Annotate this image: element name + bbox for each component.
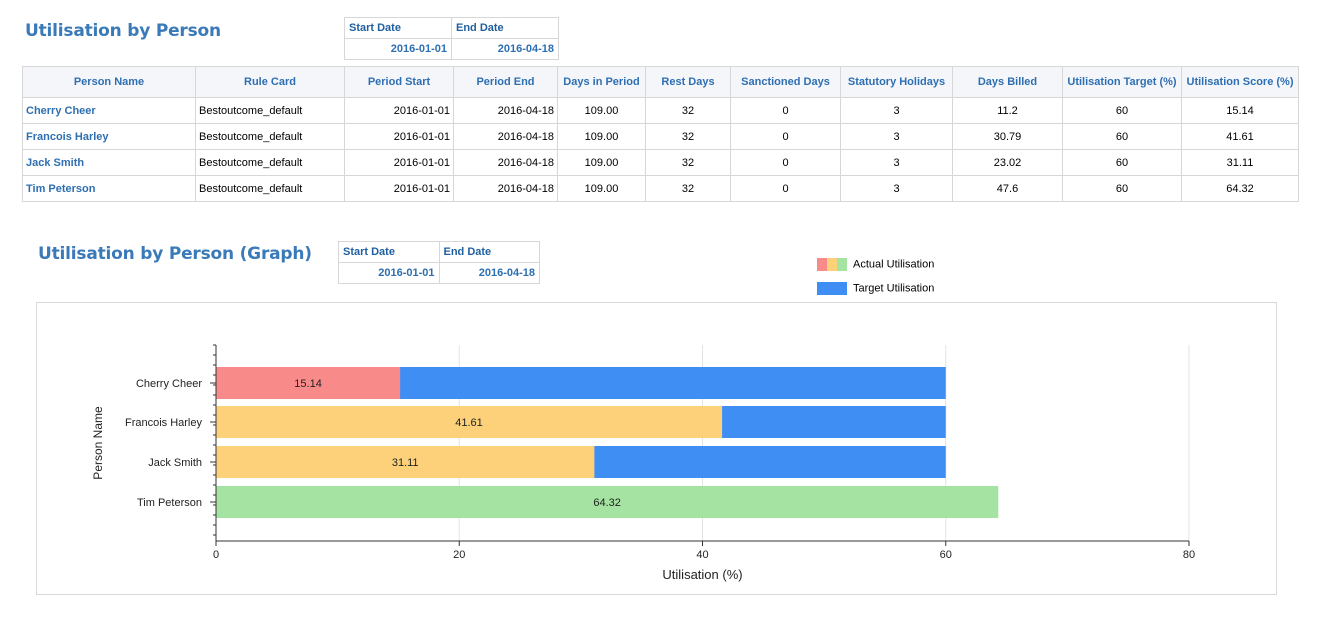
graph-date-range: Start Date End Date 2016-01-01 2016-04-1… [338, 241, 540, 284]
column-header: Utilisation Score (%) [1181, 66, 1299, 98]
table-cell: 64.32 [1181, 175, 1299, 202]
chart-frame [36, 302, 1277, 595]
table-cell: 109.00 [557, 123, 646, 150]
graph-end-date-value: 2016-04-18 [438, 262, 540, 284]
end-date-value: 2016-04-18 [451, 38, 559, 60]
x-tick-label: 0 [213, 549, 219, 561]
actual-bar [216, 367, 401, 399]
table-cell: 30.79 [952, 123, 1063, 150]
table-row: Jack Smith Bestoutcome_default 2016-01-01 2… [22, 149, 1299, 176]
table-cell: Bestoutcome_default [195, 175, 345, 202]
column-header: Sanctioned Days [730, 66, 841, 98]
table-cell: 2016-04-18 [453, 175, 558, 202]
actual-bar [216, 446, 595, 478]
column-header: Statutory Holidays [840, 66, 953, 98]
column-header: Period End [453, 66, 558, 98]
actual-bar [216, 406, 723, 438]
bar-data-label: 31.11 [392, 457, 419, 469]
column-header: Person Name [22, 66, 196, 98]
table-cell: 2016-01-01 [344, 149, 454, 176]
actual-bar [216, 486, 999, 518]
column-header: Period Start [344, 66, 454, 98]
table-cell: 2016-04-18 [453, 123, 558, 150]
table-cell: 3 [840, 123, 953, 150]
start-date-value: 2016-01-01 [344, 38, 452, 60]
table-row: Tim Peterson Bestoutcome_default 2016-01-0… [22, 175, 1299, 202]
table-row: Francois Harley Bestoutcome_default 2016-0… [22, 123, 1299, 150]
column-header: Days Billed [952, 66, 1063, 98]
end-date-label: End Date [451, 17, 559, 39]
graph-start-date-value: 2016-01-01 [338, 262, 440, 284]
table-header-row: Person Name Rule Card Period Start Period E… [22, 66, 1299, 98]
x-tick-label: 60 [940, 549, 952, 561]
bar-data-label: 64.32 [593, 497, 621, 509]
graph-end-date-label: End Date [438, 241, 540, 263]
table-section-title: Utilisation by Person [25, 21, 221, 41]
table-cell: 32 [645, 97, 731, 124]
bar-data-label: 41.61 [455, 417, 483, 429]
column-header: Rule Card [195, 66, 345, 98]
table-cell: Bestoutcome_default [195, 149, 345, 176]
table-cell: Bestoutcome_default [195, 97, 345, 124]
table-cell: 3 [840, 175, 953, 202]
y-tick-label: Cherry Cheer [136, 378, 202, 390]
legend-actual-swatch [817, 258, 847, 271]
utilisation-table: Person Name Rule Card Period Start Period E… [22, 66, 1299, 202]
legend-target-label: Target Utilisation [853, 282, 935, 295]
table-date-range: Start Date End Date 2016-01-01 2016-04-1… [344, 17, 559, 60]
table-cell: 47.6 [952, 175, 1063, 202]
table-cell: 109.00 [557, 175, 646, 202]
table-cell: 109.00 [557, 97, 646, 124]
x-tick-label: 40 [696, 549, 708, 561]
legend-target: Target Utilisation [817, 282, 934, 295]
y-tick-label: Francois Harley [125, 417, 203, 429]
y-axis-title: Person Name [91, 406, 105, 480]
table-cell: 32 [645, 175, 731, 202]
table-cell: 60 [1062, 149, 1182, 176]
table-cell: 0 [730, 149, 841, 176]
column-header: Utilisation Target (%) [1062, 66, 1182, 98]
graph-start-date-label: Start Date [338, 241, 440, 263]
y-tick-label: Jack Smith [148, 457, 202, 469]
person-name-link[interactable]: Tim Peterson [22, 175, 196, 202]
table-cell: 60 [1062, 123, 1182, 150]
legend-actual: Actual Utilisation [817, 258, 934, 271]
table-cell: 0 [730, 97, 841, 124]
table-cell: 0 [730, 123, 841, 150]
x-axis-title: Utilisation (%) [662, 567, 742, 582]
legend-target-swatch [817, 282, 847, 295]
graph-section-title: Utilisation by Person (Graph) [38, 244, 312, 264]
x-tick-label: 20 [453, 549, 465, 561]
x-tick-label: 80 [1183, 549, 1195, 561]
table-cell: 2016-01-01 [344, 97, 454, 124]
y-tick-label: Tim Peterson [137, 497, 202, 509]
table-cell: 60 [1062, 97, 1182, 124]
person-name-link[interactable]: Francois Harley [22, 123, 196, 150]
bar-data-label: 15.14 [294, 378, 322, 390]
table-cell: 2016-01-01 [344, 175, 454, 202]
table-cell: 2016-04-18 [453, 149, 558, 176]
column-header: Rest Days [645, 66, 731, 98]
legend-actual-label: Actual Utilisation [853, 258, 935, 271]
